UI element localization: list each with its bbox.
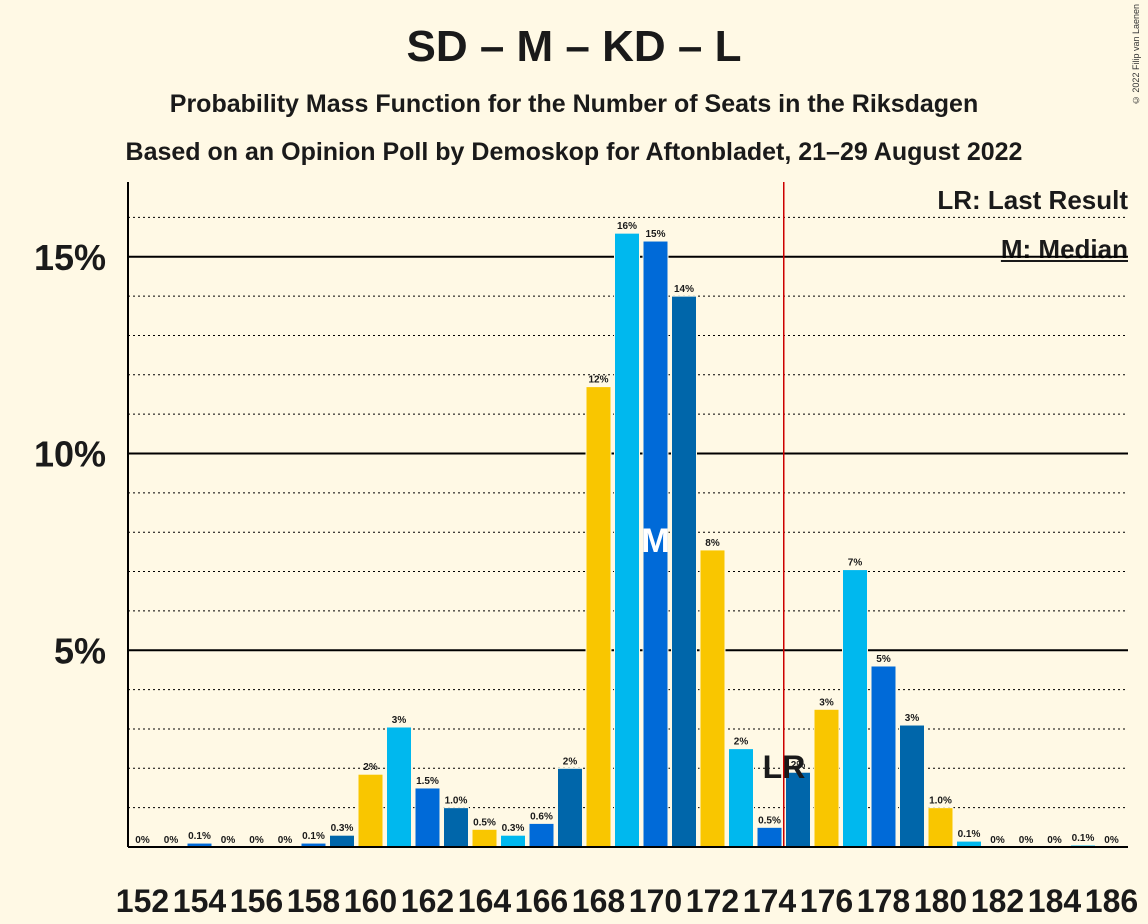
x-tick-label: 158	[287, 883, 340, 919]
data-label-180: 1.0%	[929, 796, 952, 807]
data-label-175: 2%	[791, 760, 806, 771]
chart-title: SD – M – KD – L	[406, 22, 742, 71]
data-label-164: 0.5%	[473, 817, 496, 828]
bar-174	[756, 826, 783, 848]
data-label-172: 8%	[705, 538, 720, 549]
x-tick-label: 186	[1085, 883, 1138, 919]
x-tick-label: 184	[1028, 883, 1082, 919]
x-tick-label: 162	[401, 883, 454, 919]
bar-161	[386, 726, 412, 848]
data-label-157: 0%	[278, 835, 293, 846]
data-label-162: 1.5%	[416, 776, 439, 787]
data-label-181: 0.1%	[958, 829, 981, 840]
x-tick-label: 172	[686, 883, 739, 919]
bar-180	[927, 807, 954, 848]
legend-median: M: Median	[1000, 234, 1128, 264]
y-tick-label: 5%	[54, 630, 106, 671]
data-label-176: 3%	[819, 697, 834, 708]
x-tick-label: 156	[230, 883, 283, 919]
bar-172	[699, 549, 726, 848]
bar-179	[899, 724, 925, 848]
bar-169	[614, 232, 640, 848]
data-label-161: 3%	[392, 715, 407, 726]
data-label-155: 0%	[221, 835, 236, 846]
data-label-153: 0%	[164, 835, 179, 846]
x-tick-label: 170	[629, 883, 682, 919]
data-label-171: 14%	[674, 284, 694, 295]
data-label-159: 0.3%	[331, 823, 354, 834]
bar-166	[528, 822, 555, 848]
data-label-166: 0.6%	[530, 811, 553, 822]
x-tick-label: 182	[971, 883, 1024, 919]
x-tick-label: 178	[857, 883, 910, 919]
y-tick-label: 15%	[34, 237, 106, 278]
bar-159	[329, 834, 355, 848]
chart-subtitle: Probability Mass Function for the Number…	[169, 90, 979, 118]
median-marker: M	[641, 522, 669, 560]
data-label-168: 12%	[588, 375, 608, 386]
data-label-178: 5%	[876, 654, 891, 665]
data-label-184: 0%	[1047, 835, 1062, 846]
bar-176	[813, 708, 840, 848]
data-label-179: 3%	[905, 713, 920, 724]
bar-160	[357, 773, 384, 848]
data-label-169: 16%	[617, 221, 637, 232]
bar-171	[671, 295, 697, 848]
data-label-174: 0.5%	[758, 815, 781, 826]
x-tick-label: 152	[116, 883, 169, 919]
bar-175	[785, 771, 811, 848]
data-label-152: 0%	[135, 835, 150, 846]
data-label-177: 7%	[848, 558, 863, 569]
data-label-185: 0.1%	[1072, 833, 1095, 844]
bar-173	[728, 748, 754, 848]
data-label-163: 1.0%	[445, 796, 468, 807]
x-tick-label: 180	[914, 883, 967, 919]
last-result-marker: LR	[763, 749, 806, 785]
data-label-173: 2%	[734, 737, 749, 748]
bar-162	[414, 787, 441, 848]
data-label-160: 2%	[363, 762, 378, 773]
data-label-154: 0.1%	[188, 831, 211, 842]
bar-165	[500, 834, 526, 848]
x-tick-label: 160	[344, 883, 397, 919]
bar-177	[842, 569, 868, 848]
data-label-183: 0%	[1019, 835, 1034, 846]
data-label-182: 0%	[990, 835, 1005, 846]
x-tick-label: 168	[572, 883, 625, 919]
bar-178	[870, 665, 897, 848]
bar-168	[585, 386, 612, 848]
x-tick-label: 166	[515, 883, 568, 919]
data-label-156: 0%	[249, 835, 264, 846]
x-tick-label: 164	[458, 883, 512, 919]
data-label-158: 0.1%	[302, 831, 325, 842]
bar-170	[642, 240, 669, 848]
bar-164	[471, 828, 498, 848]
x-tick-label: 176	[800, 883, 853, 919]
y-tick-label: 10%	[34, 434, 106, 475]
bar-163	[443, 807, 469, 848]
data-label-170: 15%	[645, 229, 665, 240]
data-label-167: 2%	[563, 756, 578, 767]
data-label-186: 0%	[1104, 835, 1119, 846]
data-label-165: 0.3%	[502, 823, 525, 834]
chart-source: Based on an Opinion Poll by Demoskop for…	[125, 138, 1023, 166]
legend-last-result: LR: Last Result	[937, 185, 1128, 215]
bar-167	[557, 767, 583, 848]
x-tick-label: 174	[743, 883, 797, 919]
x-tick-label: 154	[173, 883, 227, 919]
